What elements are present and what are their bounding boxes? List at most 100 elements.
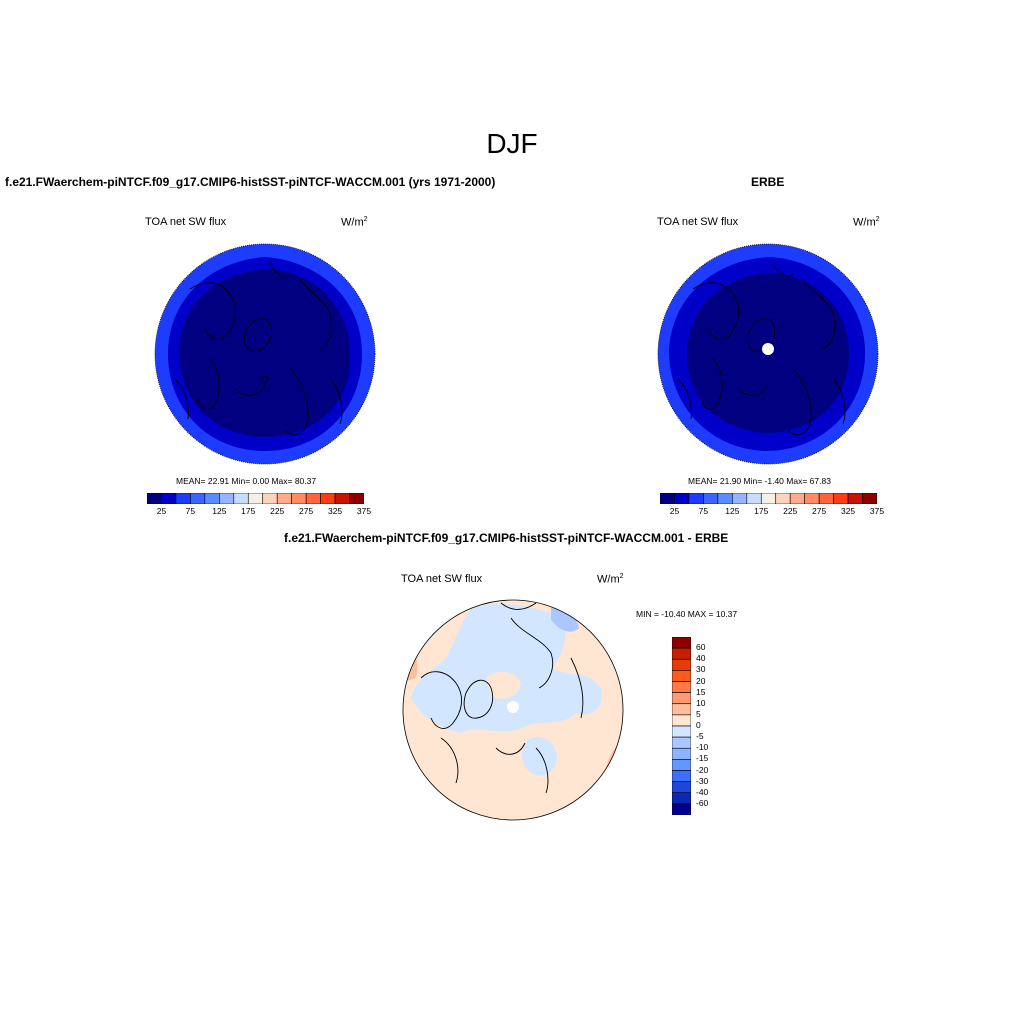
obs-colorbar-swatch [775,492,791,505]
season-title: DJF [486,128,538,159]
obs-colorbar-tick: 25 [669,506,680,516]
diff-colorbar-swatch [671,681,692,693]
obs-colorbar-swatch [804,492,820,505]
obs-colorbar-swatch [717,492,733,505]
obs-colorbar-swatch [659,492,675,505]
obs-colorbar-tick: 275 [812,506,827,516]
obs-colorbar-swatch [703,492,719,505]
diff-colorbar-swatch [671,714,692,727]
obs-stats: MEAN= 21.90 Min= -1.40 Max= 67.83 [688,476,831,486]
obs-colorbar-swatch [688,492,704,505]
diff-colorbar [671,636,692,820]
diff-colorbar-label: -15 [696,753,709,764]
diff-colorbar-label: -40 [696,786,709,797]
diff-panel-title: f.e21.FWaerchem-piNTCF.f09_g17.CMIP6-his… [284,531,729,545]
diff-variable-label: TOA net SW flux [401,573,483,585]
test-colorbar-tick: 75 [185,506,196,516]
test-colorbar-swatch [276,492,292,505]
test-colorbar-swatch [219,492,235,505]
diff-colorbar-label: 0 [696,720,701,730]
test-colorbar-tick: 175 [241,506,256,516]
diff-colorbar-swatch [671,647,692,660]
test-colorbar-swatch [161,492,177,505]
obs-colorbar-swatch [674,492,690,505]
diff-polar-map [402,599,624,821]
diff-colorbar-swatch [671,747,692,760]
diff-colorbar-swatch [671,703,692,716]
test-polar-map [154,243,376,465]
diff-colorbar-swatch [671,759,692,771]
test-stats: MEAN= 22.91 Min= 0.00 Max= 80.37 [176,476,317,486]
test-colorbar-tick: 125 [212,506,227,516]
diff-strong-negative-patch [551,607,579,632]
diff-negative-region [411,603,602,733]
obs-colorbar-tick: 325 [840,506,856,516]
obs-colorbar-tick: 225 [783,506,798,516]
test-colorbar-swatch [146,492,162,505]
obs-polar-map [657,243,879,465]
test-colorbar-tick: 25 [156,506,167,516]
diff-colorbar-label: -20 [696,764,709,775]
diff-stats: MIN = -10.40 MAX = 10.37 [636,609,738,619]
obs-coastlines [677,263,846,436]
test-units-label: W/m2 [341,216,368,229]
diff-colorbar-swatch [671,725,692,738]
obs-colorbar-swatch [818,492,834,505]
test-colorbar-swatch [190,492,206,505]
obs-colorbar-swatch [760,492,777,505]
test-panel-title: f.e21.FWaerchem-piNTCF.f09_g17.CMIP6-his… [5,175,496,189]
diff-colorbar-label: 30 [696,664,706,675]
obs-pole-hole [762,343,774,355]
diff-colorbar-swatch [671,736,692,749]
test-variable-label: TOA net SW flux [145,216,227,228]
test-colorbar-tick: 275 [299,506,314,516]
diff-colorbar-label: 40 [696,653,706,664]
test-colorbar [146,491,365,509]
test-coastlines [174,263,343,436]
diff-colorbar-swatch [671,658,692,671]
test-colorbar-swatch [262,492,278,505]
test-inner-region [179,269,351,437]
diff-colorbar-swatch [671,636,692,649]
diff-colorbar-swatch [671,670,692,682]
diff-colorbar-label: -10 [696,742,709,753]
diff-light-band [486,671,521,700]
diff-colorbar-label: 60 [696,642,706,653]
test-colorbar-swatch [334,492,350,505]
diff-colorbar-swatch [671,781,692,794]
diff-colorbar-swatch [671,692,692,705]
diff-colorbar-label: 5 [696,708,701,719]
diff-pole-hole [507,701,519,713]
test-colorbar-swatch [320,492,336,505]
obs-colorbar-swatch [833,492,849,505]
obs-colorbar-swatch [746,492,762,505]
test-colorbar-swatch [305,492,321,505]
test-colorbar-swatch [349,492,365,505]
diff-colorbar-label: -5 [696,731,704,742]
diff-units-label: W/m2 [597,573,624,586]
obs-colorbar-swatch [732,492,748,505]
diff-colorbar-label: 20 [696,675,706,686]
obs-colorbar-tick: 125 [725,506,740,516]
diff-colorbar-label: -60 [696,797,709,808]
diff-coastlines [420,602,584,794]
obs-variable-label: TOA net SW flux [657,216,739,228]
diff-colorbar-label: 10 [696,697,706,708]
diff-negative-patch [521,737,557,776]
diff-colorbar-swatch [671,770,692,782]
test-colorbar-swatch [233,492,249,505]
obs-panel-title: ERBE [751,175,785,189]
test-colorbar-tick: 225 [270,506,285,516]
obs-colorbar-swatch [789,492,805,505]
obs-colorbar-tick: 75 [698,506,709,516]
diff-colorbar-swatch [671,803,692,816]
test-colorbar-tick: 325 [327,506,343,516]
test-colorbar-swatch [204,492,220,505]
test-colorbar-swatch [291,492,307,505]
diff-colorbar-label: -30 [696,775,709,786]
obs-colorbar-swatch [862,492,878,505]
diff-colorbar-label: 15 [696,686,706,697]
obs-units-label: W/m2 [853,216,880,229]
diff-colorbar-swatch [671,792,692,805]
obs-colorbar [659,491,878,509]
